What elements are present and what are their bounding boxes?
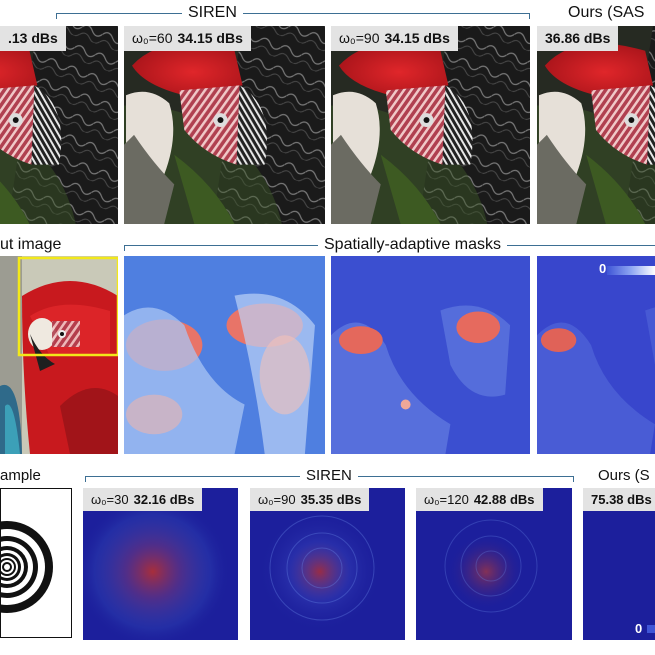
- parrot-reconstruction-panel: ω₀=90 34.15 dBs: [331, 26, 530, 224]
- psnr-label: ω₀=120 42.88 dBs: [416, 488, 543, 511]
- psnr-value: .13 dBs: [8, 30, 58, 46]
- spatial-mask-panel: 0: [537, 256, 655, 454]
- psnr-value: 32.16 dBs: [133, 492, 195, 507]
- parrot-reconstruction-panel: ω₀=60 34.15 dBs: [124, 26, 325, 224]
- psnr-label: 75.38 dBs: [583, 488, 655, 511]
- spectrum-panel: ω₀=30 32.16 dBs: [83, 488, 238, 640]
- zone-plate-example: [0, 488, 72, 638]
- siren-title-row3: SIREN: [300, 467, 358, 485]
- input-image-panel: [0, 256, 118, 454]
- mask-colorbar-label: 0: [599, 261, 607, 276]
- parrot-reconstruction-panel: .13 dBs: [0, 26, 118, 224]
- omega-value: ω₀=120: [424, 492, 469, 507]
- omega-value: ω₀=60: [132, 30, 173, 46]
- spectrum-colorbar: [647, 625, 655, 633]
- psnr-value: 34.15 dBs: [384, 30, 450, 46]
- psnr-label: ω₀=90 34.15 dBs: [331, 26, 458, 51]
- spectrum-panel: 75.38 dBs 0: [583, 488, 655, 640]
- psnr-value: 75.38 dBs: [591, 492, 652, 507]
- masks-title: Spatially-adaptive masks: [318, 236, 507, 254]
- ours-title-row3: Ours (S: [592, 467, 655, 485]
- parrot-reconstruction-panel: 36.86 dBs: [537, 26, 655, 224]
- psnr-value: 35.35 dBs: [300, 492, 362, 507]
- spectrum-colorbar-label: 0: [635, 621, 643, 636]
- ours-title-row1: Ours (SAS: [562, 4, 651, 22]
- spectrum-panel: ω₀=90 35.35 dBs: [250, 488, 405, 640]
- example-title: ample: [0, 467, 47, 485]
- spatial-mask-panel: [331, 256, 530, 454]
- psnr-label: ω₀=30 32.16 dBs: [83, 488, 203, 511]
- psnr-label: .13 dBs: [0, 26, 66, 51]
- psnr-value: 36.86 dBs: [545, 30, 611, 46]
- psnr-value: 34.15 dBs: [177, 30, 243, 46]
- psnr-label: 36.86 dBs: [537, 26, 619, 51]
- psnr-label: ω₀=60 34.15 dBs: [124, 26, 251, 51]
- omega-value: ω₀=30: [91, 492, 129, 507]
- omega-value: ω₀=90: [258, 492, 296, 507]
- mask-colorbar: [607, 266, 655, 275]
- siren-bracket-row1: [56, 13, 530, 19]
- omega-value: ω₀=90: [339, 30, 380, 46]
- siren-title-row1: SIREN: [182, 4, 243, 22]
- spatial-mask-panel: [124, 256, 325, 454]
- psnr-label: ω₀=90 35.35 dBs: [250, 488, 370, 511]
- input-image-title: ut image: [0, 236, 68, 254]
- psnr-value: 42.88 dBs: [473, 492, 535, 507]
- spectrum-panel: ω₀=120 42.88 dBs: [416, 488, 572, 640]
